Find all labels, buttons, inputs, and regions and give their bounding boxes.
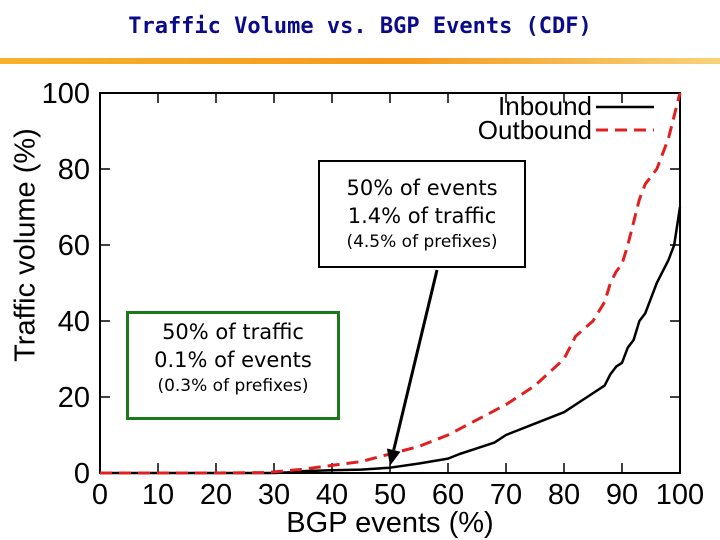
x-tick-label: 30: [258, 479, 290, 511]
y-axis-ticks: 0 20 40 60 80 100: [42, 78, 680, 490]
y-axis-label-wrap: Traffic volume (%): [2, 80, 50, 410]
y-axis-label: Traffic volume (%): [9, 128, 42, 362]
slide-title: Traffic Volume vs. BGP Events (CDF): [128, 14, 592, 39]
y-tick-label: 40: [58, 306, 90, 338]
callout-traffic-line-1: 50% of traffic: [162, 320, 304, 344]
y-tick-label: 0: [74, 458, 90, 490]
x-tick-label: 100: [656, 479, 704, 511]
callout-traffic: 50% of traffic 0.1% of events (0.3% of p…: [126, 311, 340, 420]
plot-frame: [99, 92, 681, 474]
series-layer: [100, 92, 682, 475]
callout-traffic-line-3: (0.3% of prefixes): [157, 376, 309, 396]
legend-label-outbound: Outbound: [478, 115, 592, 145]
callout-events-line-1: 50% of events: [346, 176, 498, 200]
title-rule: [0, 58, 720, 64]
x-tick-label: 40: [316, 479, 348, 511]
x-tick-label: 90: [606, 479, 638, 511]
x-tick-label: 80: [548, 479, 580, 511]
x-tick-label: 60: [432, 479, 464, 511]
y-tick-label: 20: [58, 382, 90, 414]
x-axis-ticks: 0 10 20 30 40 50 60 70 80 90 100: [92, 93, 704, 511]
legend: Inbound Outbound: [478, 91, 654, 145]
x-tick-label: 20: [200, 479, 232, 511]
x-tick-label: 50: [374, 479, 406, 511]
x-tick-label: 0: [92, 479, 108, 511]
annotation-arrow: [386, 269, 439, 466]
x-tick-label: 10: [142, 479, 174, 511]
y-tick-label: 100: [42, 78, 90, 110]
callout-events-line-2: 1.4% of traffic: [347, 204, 497, 228]
annotation-arrow-line: [392, 269, 439, 451]
x-tick-label: 70: [490, 479, 522, 511]
callout-traffic-line-2: 0.1% of events: [154, 348, 312, 372]
y-tick-label: 80: [58, 154, 90, 186]
annotation-arrow-head: [386, 448, 401, 466]
x-axis-label: BGP events (%): [286, 507, 494, 539]
callout-events: 50% of events 1.4% of traffic (4.5% of p…: [318, 160, 526, 268]
legend-label-inbound: Inbound: [498, 91, 592, 121]
series-line-inbound: [100, 206, 682, 475]
y-tick-label: 60: [58, 230, 90, 262]
callout-events-line-3: (4.5% of prefixes): [346, 232, 498, 252]
